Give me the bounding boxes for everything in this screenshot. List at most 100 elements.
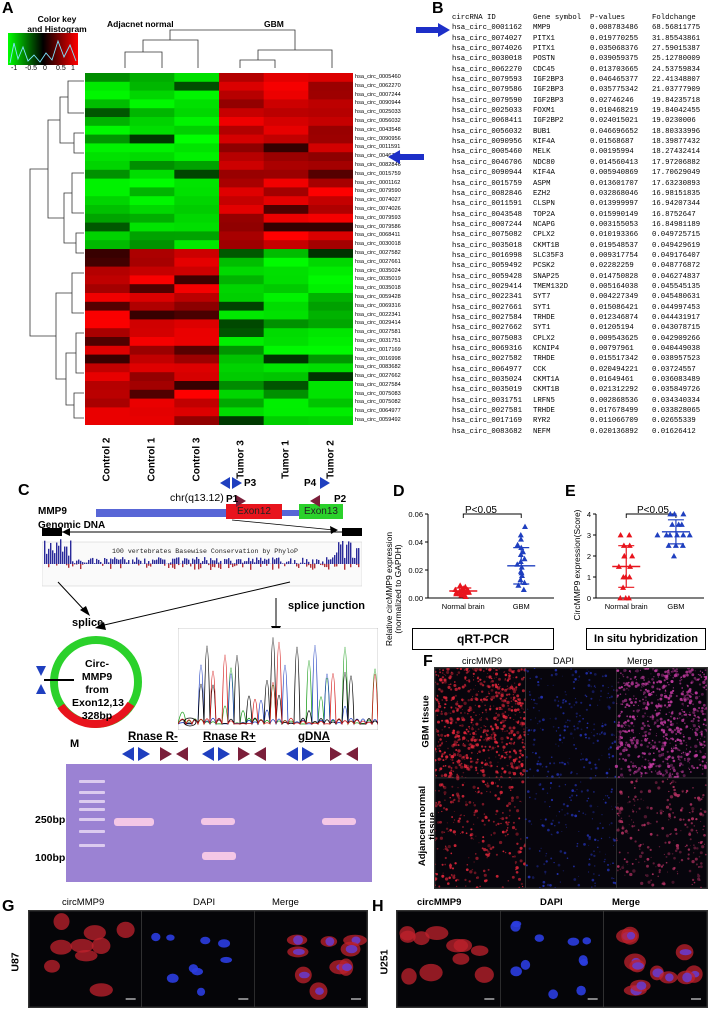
data-point [670,553,677,559]
heatmap-cell [308,222,353,232]
heatmap-cell [85,310,131,320]
table-row: hsa_circ_0030018 POSTN 0.039059375 25.12780… [452,54,709,64]
heatmap-cell [263,293,309,303]
heatmap-cell [85,275,131,285]
heatmap-cell [129,372,175,382]
table-cell: 0.038957523 [652,355,701,364]
table-row: hsa_circ_0079590 IGF2BP3 0.02746246 19.8423… [452,96,709,106]
table-cell: hsa_circ_0082846 [452,189,523,198]
exon13-label: Exon13 [304,506,338,517]
heatmap-cell [85,81,131,92]
panel-f-row-gbm: GBM tissue [418,672,432,776]
table-cell: hsa_circ_0064977 [452,365,523,374]
table-cell: 25.12780009 [652,55,701,64]
data-point [686,532,693,538]
heatmap-cell [263,240,309,250]
x-category-label: GBM [513,602,530,611]
heatmap-cell [219,81,265,92]
heatmap-cell [85,407,131,417]
gel-group-gdna: gDNA [298,731,330,743]
panel-label-d: D [393,483,405,500]
heatmap-cell [263,275,309,285]
heatmap-cell [85,231,131,241]
table-cell: 0.046274837 [652,272,701,281]
x-category-label: Normal brain [442,602,485,611]
table-cell: PITX1 [533,34,555,43]
table-cell: 31.85543861 [652,34,701,43]
table-cell: hsa_circ_0027582 [452,355,523,364]
table-cell: SYT1 [533,303,551,312]
y-tick-label: 4 [587,510,591,519]
heatmap-cell [129,90,175,100]
heatmap-cell [129,108,175,118]
heatmap-cell [174,143,220,153]
heatmap-cell [174,345,220,356]
heatmap-cell [129,301,175,312]
table-cell: TOP2A [533,210,555,219]
heatmap-cell [85,99,131,109]
heatmap-row-label: hsa_circ_0027662 [355,373,401,380]
heatmap-row-label: hsa_circ_0082846 [355,161,401,168]
heatmap-cell [263,372,309,382]
heatmap-cell [174,187,220,197]
heatmap-cell [129,125,175,136]
data-point [654,532,661,538]
panel-g-side-label: U87 [9,952,22,972]
table-cell: 0.003155053 [590,220,639,229]
heatmap-cell [263,407,309,417]
heatmap-column-label: Control 2 [101,437,113,482]
table-cell: TRHDE [533,313,555,322]
heatmap-row-label: hsa_circ_0027582 [355,249,401,256]
heatmap-row-label: hsa_circ_0022341 [355,311,401,318]
heatmap-cell [308,143,353,153]
circrna-diagram [36,636,142,729]
gel-group-rnaser-plus: Rnase R+ [203,731,256,743]
heatmap-cell [263,81,309,92]
table-cell: POSTN [533,55,555,64]
heatmap-row-label: hsa_circ_0005460 [355,74,401,80]
table-cell: hsa_circ_0059492 [452,262,523,271]
heatmap-cell [129,196,175,206]
table-cell: 0.005940869 [590,169,639,178]
table-cell: 17.70629049 [652,169,701,178]
key-tick: -0.5 [25,65,38,72]
table-cell: hsa_circ_0011591 [452,200,523,209]
heatmap-cell [263,117,309,127]
heatmap-row-label: hsa_circ_0074026 [355,205,401,212]
gel-size-250: 250bp [35,814,66,826]
table-cell: 0.048776872 [652,262,701,271]
gene-label: MMP9 [38,506,67,517]
panel-d-plot: 0.00 0.02 0.04 0.06 Normal brain GBM [408,510,554,611]
sanger-chromatogram [178,628,378,730]
y-tick-label: 2 [587,552,591,561]
data-point [620,574,627,580]
data-point [663,532,670,538]
conservation-label: 100 vertebrates Basewise Conservation by… [112,548,298,555]
heatmap-cell [129,213,175,224]
table-cell: 0.046465377 [590,76,639,85]
table-cell: 27.59015387 [652,45,701,54]
table-cell: 0.032868046 [590,189,639,198]
heatmap-cell [174,398,220,408]
heatmap-cell [85,125,131,136]
table-cell: KIF4A [533,138,555,147]
heatmap-cell [219,381,265,391]
table-row: hsa_circ_0035018 CKMT1B 0.019548537 0.04942… [452,241,709,251]
table-row: hsa_circ_0011591 CLSPN 0.013999997 16.94207… [452,199,709,209]
table-cell: hsa_circ_0079593 [452,76,523,85]
heatmap-cell [85,354,131,364]
heatmap-cell [263,152,309,162]
table-cell: CPLX2 [533,231,555,240]
heatmap-cell [174,310,220,320]
heatmap-cell [85,293,131,303]
table-cell: hsa_circ_0068411 [452,117,523,126]
heatmap-cell [263,310,309,320]
table-cell: IGF2BP3 [533,96,564,105]
table-cell: hsa_circ_0025033 [452,107,523,116]
heatmap-row-label: hsa_circ_0025033 [355,109,401,116]
heatmap-cell [219,73,265,83]
primer-p3: P3 [244,478,257,489]
heatmap-row-label: hsa_circ_0090944 [355,100,401,107]
heatmap-cell [85,301,131,312]
table-cell: 0.014750828 [590,272,639,281]
